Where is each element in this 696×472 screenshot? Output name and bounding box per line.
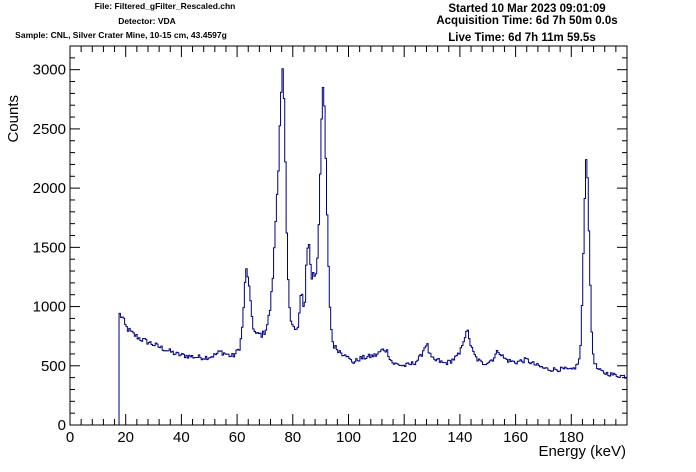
y-tick-label: 1000 [33,299,66,316]
x-tick-label: 160 [503,429,528,446]
x-tick-label: 40 [173,429,190,446]
y-tick-label: 2500 [33,121,66,138]
y-axis: 0 500 1000 1500 2000 2500 3000 [33,45,627,434]
started-label: Started 10 Mar 2023 09:01:09 [448,3,605,15]
acquisition-time-label: Acquisition Time: 6d 7h 50m 0.0s [436,15,617,27]
y-tick-label: 3000 [33,62,66,79]
y-axis-title: Counts [5,95,22,143]
x-tick-label: 0 [66,429,74,446]
x-tick-label: 180 [559,429,584,446]
y-tick-label: 500 [41,358,66,375]
live-time-label: Live Time: 6d 7h 11m 59.5s [448,32,595,44]
sample-label: Sample: CNL, Silver Crater Mine, 10-15 c… [15,30,227,40]
x-tick-label: 120 [392,429,417,446]
series-layer [118,68,627,425]
spectrum-line [118,68,627,425]
x-axis-title: Energy (keV) [538,443,626,460]
detector-label: Detector: VDA [118,16,176,26]
x-tick-label: 20 [117,429,134,446]
x-tick-label: 140 [447,429,472,446]
file-label: File: Filtered_gFilter_Rescaled.chn [95,1,236,11]
y-tick-label: 2000 [33,180,66,197]
x-tick-label: 100 [336,429,361,446]
y-tick-label: 1500 [33,239,66,256]
y-tick-label: 0 [58,417,66,434]
x-axis: 0 20 40 60 80 100 120 140 160 180 [66,46,628,446]
x-tick-label: 60 [229,429,246,446]
x-tick-label: 80 [284,429,301,446]
